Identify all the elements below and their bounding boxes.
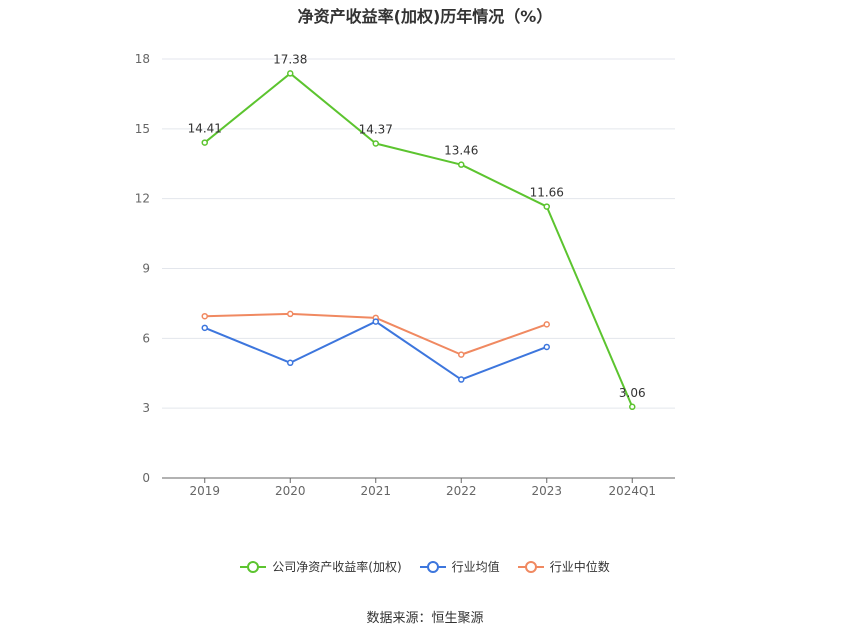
data-point <box>458 351 465 358</box>
series-line-0 <box>204 72 634 408</box>
series-line-1 <box>204 320 548 381</box>
data-point <box>287 359 294 367</box>
gridlines <box>162 58 675 409</box>
data-label: 3.06 <box>619 386 646 400</box>
x-tick-label: 2020 <box>275 484 306 498</box>
x-tick-label: 2023 <box>531 484 562 498</box>
x-tick-label: 2021 <box>360 484 391 498</box>
y-tick-label: 3 <box>142 401 150 415</box>
data-point <box>287 70 294 77</box>
data-point <box>458 376 465 383</box>
y-tick-label: 15 <box>135 122 150 136</box>
data-point <box>201 139 208 146</box>
y-tick-label: 6 <box>142 331 150 345</box>
y-tick-label: 18 <box>135 52 150 66</box>
data-point <box>372 140 379 147</box>
data-point <box>458 161 465 168</box>
x-tick-label: 2022 <box>446 484 477 498</box>
y-tick-label: 12 <box>135 192 150 206</box>
data-label: 14.41 <box>188 122 222 136</box>
data-label: 11.66 <box>530 186 564 200</box>
data-point <box>629 403 636 411</box>
legend-line-marker-icon <box>240 560 267 574</box>
data-point <box>543 321 550 328</box>
legend-label: 公司净资产收益率(加权) <box>272 560 402 574</box>
data-label: 14.37 <box>359 122 393 136</box>
legend-line-marker-icon <box>419 560 446 574</box>
chart-title: 净资产收益率(加权)历年情况（%） <box>297 7 553 26</box>
legend-label: 行业中位数 <box>549 560 610 574</box>
axes: 0 3 6 9 12 15 18 2019 2020 2021 2022 2023 2024Q1 <box>135 52 675 498</box>
data-point <box>372 318 379 325</box>
data-point <box>201 312 208 320</box>
data-point <box>543 203 550 210</box>
legend-label: 行业均值 <box>451 560 500 574</box>
data-label: 17.38 <box>273 52 307 66</box>
series-layer <box>201 70 636 411</box>
legend-item[interactable]: 行业均值 <box>419 558 500 575</box>
data-point <box>201 324 208 332</box>
data-point <box>287 310 294 318</box>
source-note: 数据来源：恒生聚源 <box>366 611 484 626</box>
data-point <box>543 343 550 351</box>
legend-item[interactable]: 行业中位数 <box>517 558 610 575</box>
data-labels: 14.41 17.38 14.37 13.46 11.66 3.06 <box>188 52 646 399</box>
x-tick-label: 2019 <box>189 484 220 498</box>
x-tick-label: 2024Q1 <box>608 484 656 498</box>
legend-line-marker-icon <box>517 560 544 574</box>
y-tick-label: 9 <box>142 262 150 276</box>
y-tick-label: 0 <box>142 471 150 485</box>
legend-item[interactable]: 公司净资产收益率(加权) <box>240 558 402 575</box>
legend: 公司净资产收益率(加权) 行业均值 行业中位数 <box>0 558 850 575</box>
data-label: 13.46 <box>444 144 478 158</box>
